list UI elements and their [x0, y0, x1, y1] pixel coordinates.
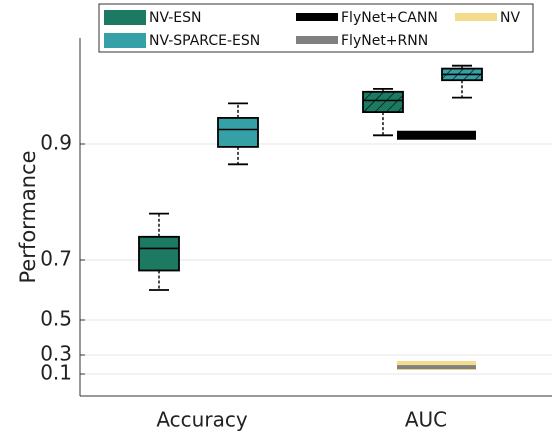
- box-nv-esn-accuracy: [138, 212, 180, 291]
- box-body: [217, 117, 259, 148]
- box-plots: [138, 64, 483, 291]
- y-tick-label: 0.9: [40, 131, 72, 155]
- plot-frame: [80, 38, 552, 396]
- legend-label: FlyNet+RNN: [341, 33, 428, 49]
- legend: NV-ESN NV-SPARCE-ESN FlyNet+CANN FlyNet+RNN…: [98, 3, 534, 53]
- legend-label: NV: [500, 10, 520, 26]
- y-tick-label: 0.7: [40, 247, 72, 271]
- legend-label: FlyNet+CANN: [341, 10, 438, 26]
- legend-swatch: [296, 13, 338, 21]
- y-axis-label: Performance: [16, 150, 40, 283]
- legend-swatch: [455, 13, 497, 21]
- legend-label: NV-ESN: [149, 10, 202, 26]
- legend-swatch: [104, 33, 146, 48]
- legend-entry-nv-esn: NV-ESN: [104, 10, 202, 26]
- x-tick-labels: Accuracy AUC: [156, 408, 447, 432]
- x-tick-label: Accuracy: [156, 408, 247, 432]
- legend-swatch: [296, 36, 338, 44]
- legend-entry-flynet-cann: FlyNet+CANN: [296, 10, 438, 26]
- y-tick-label: 0.1: [40, 361, 72, 385]
- legend-entry-flynet-rnn: FlyNet+RNN: [296, 33, 428, 49]
- box-nv-esn-auc: [362, 88, 404, 137]
- legend-swatch: [104, 10, 146, 25]
- legend-entry-nv-sparce-esn: NV-SPARCE-ESN: [104, 33, 260, 49]
- box-nv-sparce-esn-accuracy: [217, 102, 259, 166]
- y-tick-label: 0.5: [40, 307, 72, 331]
- x-tick-label: AUC: [405, 408, 447, 432]
- legend-label: NV-SPARCE-ESN: [149, 33, 260, 49]
- box-body: [138, 235, 180, 272]
- box-hatch: [363, 91, 403, 113]
- y-tick-labels: 0.10.3 0.5 0.7 0.9: [40, 131, 85, 385]
- box-nv-sparce-esn-auc: [441, 64, 483, 99]
- reference-lines: [397, 130, 476, 370]
- y-tick-label: 0.3: [40, 342, 72, 366]
- legend-entry-nv: NV: [455, 10, 520, 26]
